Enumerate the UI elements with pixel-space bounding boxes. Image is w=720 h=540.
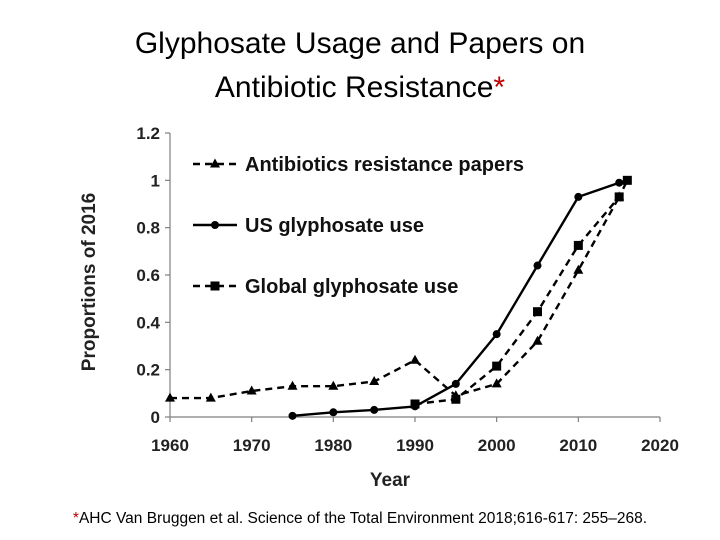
legend-marker-antibiotics-resistance-papers [210,158,220,168]
citation-footnote: *AHC Van Bruggen et al. Science of the T… [0,510,720,528]
y-tick-label: 1.2 [136,124,160,143]
x-tick-label: 2000 [478,436,516,455]
data-point-global-glyphosate-use [622,175,632,185]
title-line-2: Antibiotic Resistance [214,71,494,104]
x-tick-label: 1990 [396,436,434,455]
x-tick-label: 2010 [559,436,597,455]
legend-marker-us-glyphosate-use [211,221,219,229]
data-point-global-glyphosate-use [573,240,583,250]
data-point-us-glyphosate-use [533,261,542,270]
x-tick-label: 1960 [151,436,189,455]
legend-label-antibiotics-resistance-papers: Antibiotics resistance papers [245,154,524,176]
series-line-us-glyphosate-use [292,179,628,417]
data-point-antibiotics-resistance-papers [328,380,339,390]
data-point-us-glyphosate-use [492,330,501,339]
data-point-antibiotics-resistance-papers [246,385,257,395]
data-point-antibiotics-resistance-papers [532,335,543,345]
data-point-us-glyphosate-use [574,192,583,201]
data-point-global-glyphosate-use [533,307,542,317]
y-tick-label: 0.4 [136,313,160,332]
chart-title: Glyphosate Usage and Papers on Antibioti… [0,22,720,110]
y-axis-label: Proportions of 2016 [79,193,100,371]
y-tick-label: 0.2 [136,361,160,380]
data-point-us-glyphosate-use [288,411,297,420]
data-point-global-glyphosate-use [614,192,624,202]
data-point-us-glyphosate-use [370,405,379,414]
data-point-antibiotics-resistance-papers [491,378,502,388]
x-tick-label: 1980 [314,436,352,455]
data-point-antibiotics-resistance-papers [287,380,298,390]
x-tick-label: 1970 [233,436,271,455]
data-point-global-glyphosate-use [492,361,502,371]
y-tick-label: 0 [151,408,160,427]
x-tick-label: 2020 [641,436,679,455]
y-tick-label: 0.6 [136,266,160,285]
data-point-global-glyphosate-use [410,399,420,409]
legend-marker-global-glyphosate-use [210,281,220,291]
data-point-global-glyphosate-use [451,394,461,404]
data-point-us-glyphosate-use [615,178,624,187]
data-point-antibiotics-resistance-papers [205,392,216,402]
data-point-us-glyphosate-use [451,379,460,388]
footnote-asterisk: * [72,510,79,527]
series-line-antibiotics-resistance-papers [170,196,621,400]
title-line-1: Glyphosate Usage and Papers on [134,27,586,60]
x-axis-label: Year [370,470,411,491]
data-point-us-glyphosate-use [329,408,338,417]
data-point-antibiotics-resistance-papers [410,354,420,364]
footnote-text: AHC Van Bruggen et al. Science of the To… [78,510,648,527]
data-point-antibiotics-resistance-papers [165,392,175,402]
data-point-antibiotics-resistance-papers [573,264,584,274]
data-point-antibiotics-resistance-papers [369,376,380,385]
y-tick-label: 0.8 [136,219,160,238]
y-tick-label: 1 [151,171,160,190]
legend-label-us-glyphosate-use: US glyphosate use [245,215,424,237]
legend-label-global-glyphosate-use: Global glyphosate use [245,276,458,298]
title-asterisk: * [493,71,506,104]
